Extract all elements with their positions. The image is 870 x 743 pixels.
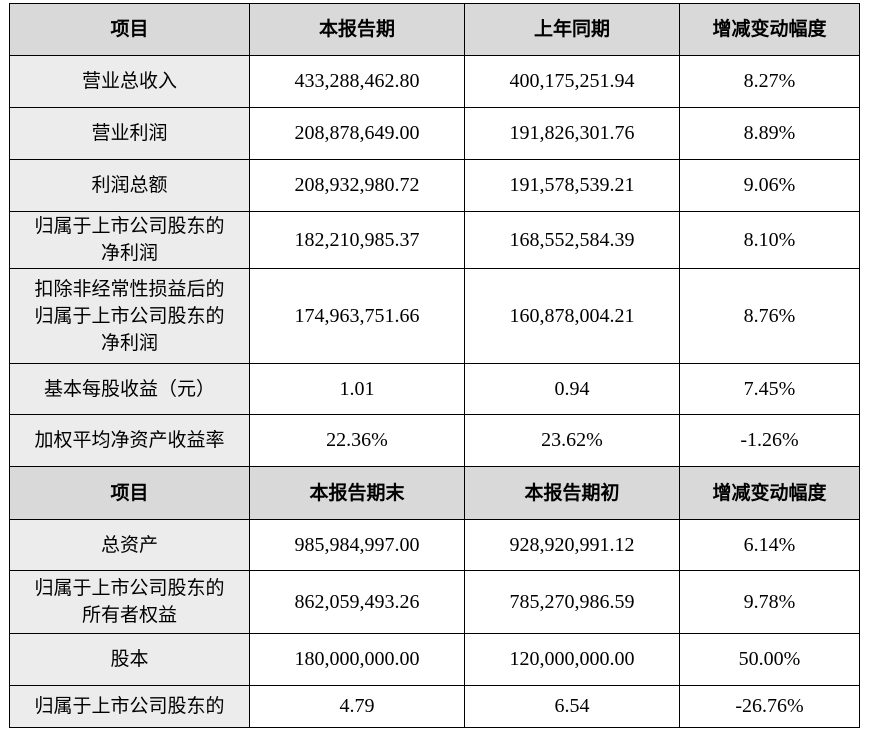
value-change: 9.78% [679, 570, 860, 634]
value-current: 433,288,462.80 [249, 55, 465, 108]
value-current: 182,210,985.37 [249, 211, 465, 269]
header-row: 项目 本报告期末 本报告期初 增减变动幅度 [9, 466, 860, 520]
table-row: 归属于上市公司股东的 4.79 6.54 -26.76% [9, 685, 860, 728]
row-label-line: 利润总额 [91, 174, 168, 196]
row-label-line: 净利润 [100, 331, 158, 354]
row-label-line: 扣除非经常性损益后的 [34, 277, 225, 300]
table-body: 项目 本报告期 上年同期 增减变动幅度 营业总收入 433,288,462.80 400,1… [9, 3, 860, 728]
row-label-line: 股本 [110, 648, 149, 670]
header-previous: 上年同期 [464, 3, 680, 56]
row-label-line: 净利润 [100, 242, 158, 264]
table-row: 营业总收入 433,288,462.80 400,175,251.94 8.27% [9, 55, 860, 108]
table-row: 扣除非经常性损益后的 归属于上市公司股东的 净利润 174,963,751.66 160… [9, 268, 860, 364]
value-previous: 191,578,539.21 [464, 159, 680, 212]
row-label-line: 归属于上市公司股东的 [34, 304, 225, 327]
value-current: 208,878,649.00 [249, 107, 465, 160]
value-change: 8.27% [679, 55, 860, 108]
header-change: 增减变动幅度 [679, 466, 860, 520]
value-change: 7.45% [679, 363, 860, 415]
value-previous: 785,270,986.59 [464, 570, 680, 634]
value-current: 862,059,493.26 [249, 570, 465, 634]
table-row: 股本 180,000,000.00 120,000,000.00 50.00% [9, 633, 860, 686]
value-change: 8.10% [679, 211, 860, 269]
value-current: 22.36% [249, 414, 465, 467]
table-row: 加权平均净资产收益率 22.36% 23.62% -1.26% [9, 414, 860, 467]
value-previous: 928,920,991.12 [464, 519, 680, 571]
row-label: 归属于上市公司股东的 [9, 685, 250, 728]
value-previous: 168,552,584.39 [464, 211, 680, 269]
value-previous: 0.94 [464, 363, 680, 415]
value-current: 174,963,751.66 [249, 268, 465, 364]
table-row: 归属于上市公司股东的 所有者权益 862,059,493.26 785,270,986… [9, 570, 860, 634]
value-current: 1.01 [249, 363, 465, 415]
row-label-line: 归属于上市公司股东的 [34, 215, 225, 237]
value-current: 208,932,980.72 [249, 159, 465, 212]
row-label-line: 加权平均净资产收益率 [34, 429, 225, 451]
value-change: 50.00% [679, 633, 860, 686]
header-current: 本报告期末 [249, 466, 465, 520]
value-change: 8.89% [679, 107, 860, 160]
table-row: 营业利润 208,878,649.00 191,826,301.76 8.89% [9, 107, 860, 160]
header-item: 项目 [9, 3, 250, 56]
header-current: 本报告期 [249, 3, 465, 56]
header-previous: 本报告期初 [464, 466, 680, 520]
value-previous: 160,878,004.21 [464, 268, 680, 364]
row-label-line: 归属于上市公司股东的 [34, 695, 225, 717]
row-label: 利润总额 [9, 159, 250, 212]
row-label-line: 总资产 [100, 533, 158, 556]
row-label: 营业总收入 [9, 55, 250, 108]
row-label: 归属于上市公司股东的 所有者权益 [9, 570, 250, 634]
value-current: 4.79 [249, 685, 465, 728]
value-previous: 191,826,301.76 [464, 107, 680, 160]
row-label-line: 营业利润 [91, 122, 168, 144]
row-label-line: 所有者权益 [81, 604, 177, 626]
table-row: 归属于上市公司股东的 净利润 182,210,985.37 168,552,584.3… [9, 211, 860, 269]
table-row: 总资产 985,984,997.00 928,920,991.12 6.14% [9, 519, 860, 571]
value-current: 985,984,997.00 [249, 519, 465, 571]
financial-summary-table: 项目 本报告期 上年同期 增减变动幅度 营业总收入 433,288,462.80 400,1… [9, 3, 860, 728]
row-label: 扣除非经常性损益后的 归属于上市公司股东的 净利润 [9, 268, 250, 364]
row-label: 归属于上市公司股东的 净利润 [9, 211, 250, 269]
value-previous: 23.62% [464, 414, 680, 467]
header-item: 项目 [9, 466, 250, 520]
value-change: 8.76% [679, 268, 860, 364]
row-label: 营业利润 [9, 107, 250, 160]
value-change: 6.14% [679, 519, 860, 571]
value-previous: 400,175,251.94 [464, 55, 680, 108]
row-label-line: 营业总收入 [81, 70, 177, 92]
value-previous: 120,000,000.00 [464, 633, 680, 686]
row-label: 股本 [9, 633, 250, 686]
value-change: -1.26% [679, 414, 860, 467]
header-row: 项目 本报告期 上年同期 增减变动幅度 [9, 3, 860, 56]
value-change: 9.06% [679, 159, 860, 212]
value-change: -26.76% [679, 685, 860, 728]
value-previous: 6.54 [464, 685, 680, 728]
header-change: 增减变动幅度 [679, 3, 860, 56]
table-row: 利润总额 208,932,980.72 191,578,539.21 9.06% [9, 159, 860, 212]
row-label-line: 基本每股收益（元） [43, 377, 215, 400]
row-label: 加权平均净资产收益率 [9, 414, 250, 467]
value-current: 180,000,000.00 [249, 633, 465, 686]
row-label-line: 归属于上市公司股东的 [34, 577, 225, 599]
row-label: 基本每股收益（元） [9, 363, 250, 415]
table-row: 基本每股收益（元） 1.01 0.94 7.45% [9, 363, 860, 415]
row-label: 总资产 [9, 519, 250, 571]
